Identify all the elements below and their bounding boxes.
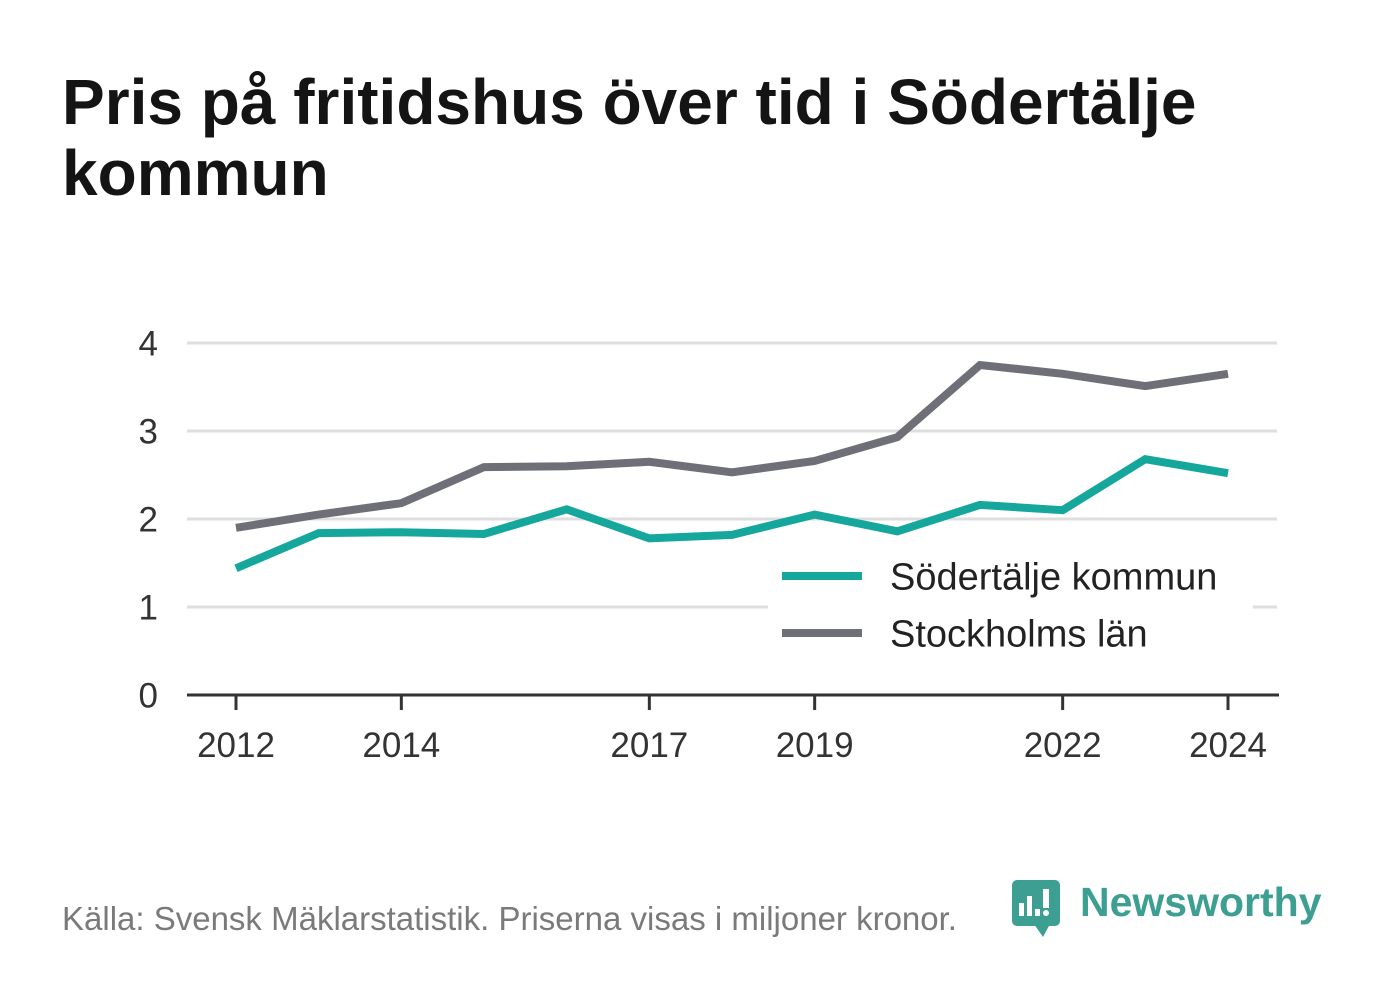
x-axis-ticks: 2012 2014 2017 2019 2022 2024 xyxy=(197,695,1267,765)
series-line-sodertalje-kommun xyxy=(234,454,1229,572)
series-lines xyxy=(234,360,1229,572)
y-tick-label-3: 3 xyxy=(139,413,158,452)
brand-name: Newsworthy xyxy=(1080,879,1322,925)
legend-label-sodertalje-kommun: Södertälje kommun xyxy=(890,557,1217,599)
source-note: Källa: Svensk Mäklarstatistik. Priserna … xyxy=(62,900,957,937)
y-axis-labels: 0 1 2 3 4 xyxy=(139,325,158,716)
legend-label-stockholms-lan: Stockholms län xyxy=(890,614,1148,656)
chart-title: Pris på fritidshus över tid i Södertälje… xyxy=(62,66,1197,209)
series-line-stockholms-lan xyxy=(235,360,1229,532)
x-tick-label-2019: 2019 xyxy=(776,726,854,765)
y-tick-label-0: 0 xyxy=(139,677,158,716)
x-tick-label-2022: 2022 xyxy=(1024,726,1102,765)
x-tick-label-2014: 2014 xyxy=(362,726,440,765)
newsworthy-logo-icon xyxy=(1012,880,1060,937)
x-tick-label-2017: 2017 xyxy=(610,726,688,765)
y-tick-label-1: 1 xyxy=(139,589,158,628)
y-tick-label-2: 2 xyxy=(139,501,158,540)
x-tick-label-2024: 2024 xyxy=(1189,726,1267,765)
legend-background xyxy=(768,548,1253,662)
y-tick-label-4: 4 xyxy=(139,325,158,364)
legend: Södertälje kommun Stockholms län xyxy=(782,557,1217,656)
x-tick-label-2012: 2012 xyxy=(197,726,275,765)
